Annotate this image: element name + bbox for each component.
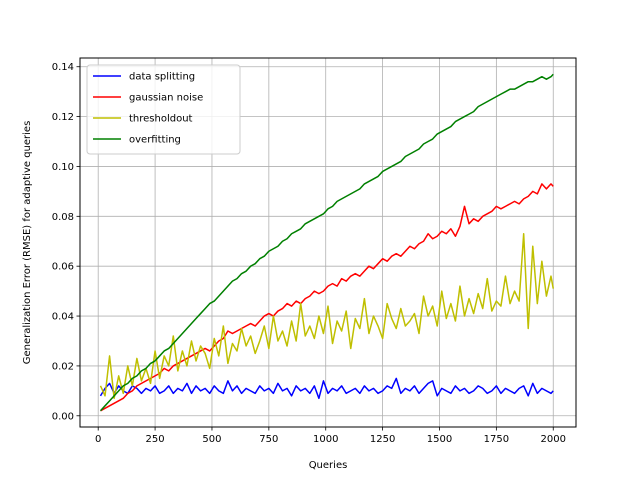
tick-layer: 0 250 500 750 1000 1250 1500 1750 2000 0.00 0.02 0.… — [52, 62, 566, 445]
legend-label-overfitting: overfitting — [129, 135, 181, 146]
x-tick-label: 1500 — [427, 434, 452, 445]
y-tick-label: 0.04 — [52, 312, 74, 323]
grid — [80, 58, 576, 427]
axes-frame — [79, 57, 577, 428]
x-tick-label: 1000 — [313, 434, 338, 445]
legend: data splitting gaussian noise thresholdout… — [86, 64, 241, 155]
legend-label-data-splitting: data splitting — [129, 72, 195, 83]
y-tick-label: 0.10 — [52, 162, 74, 173]
series-layer — [99, 73, 554, 412]
y-tick-label: 0.14 — [52, 62, 74, 73]
y-tick-label: 0.00 — [52, 411, 74, 422]
y-tick-label: 0.02 — [52, 361, 74, 372]
y-axis-label: Generalization Error (RMSE) for adaptive… — [22, 121, 33, 365]
y-tick-label: 0.06 — [52, 262, 74, 273]
x-tick-label: 1750 — [484, 434, 509, 445]
y-tick-label: 0.12 — [52, 112, 74, 123]
series-line-data-splitting — [99, 377, 554, 400]
x-tick-label: 500 — [202, 434, 221, 445]
x-tick-label: 0 — [95, 434, 101, 445]
legend-label-gaussian-noise: gaussian noise — [129, 93, 203, 104]
x-axis-label: Queries — [309, 460, 348, 471]
x-tick-label: 750 — [259, 434, 278, 445]
legend-box — [86, 64, 241, 155]
y-tick-label: 0.08 — [52, 212, 74, 223]
x-tick-label: 250 — [146, 434, 165, 445]
legend-label-thresholdout: thresholdout — [129, 114, 193, 125]
x-tick-label: 2000 — [541, 434, 566, 445]
series-line-overfitting — [99, 73, 554, 412]
x-tick-label: 1250 — [370, 434, 395, 445]
series-line-thresholdout — [99, 233, 554, 400]
